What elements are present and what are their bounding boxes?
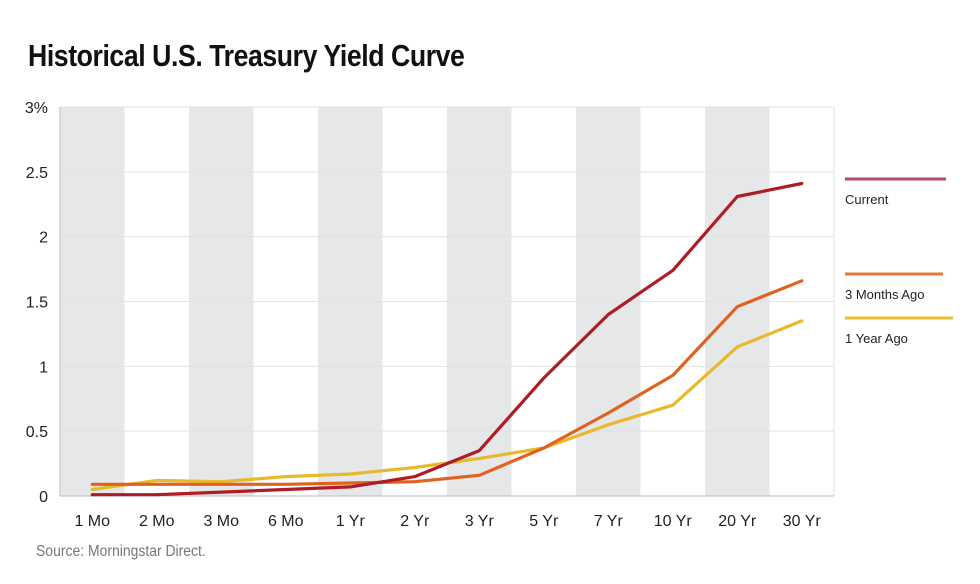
x-tick-label-2: 3 Mo: [203, 513, 239, 530]
gridlines: [60, 106, 834, 432]
axes: [59, 107, 835, 497]
y-tick-label-0: 0: [39, 489, 48, 506]
x-tick-label-0: 1 Mo: [74, 513, 110, 530]
x-tick-label-7: 5 Yr: [529, 513, 559, 530]
x-tick-label-3: 6 Mo: [268, 513, 304, 530]
x-tick-label-9: 10 Yr: [654, 513, 693, 530]
source-note: Source: Morningstar Direct.: [36, 543, 206, 560]
y-tick-label-6: 3%: [25, 100, 48, 117]
y-tick-labels: 0 0.5 1 1.5 2 2.5 3%: [25, 100, 48, 506]
legend-label-current: Current: [845, 192, 889, 207]
y-tick-label-1: 0.5: [26, 424, 48, 441]
x-tick-label-10: 20 Yr: [718, 513, 757, 530]
x-tick-label-8: 7 Yr: [594, 513, 624, 530]
y-tick-label-4: 2: [39, 230, 48, 247]
y-tick-label-3: 1.5: [26, 295, 48, 312]
x-tick-label-11: 30 Yr: [783, 513, 822, 530]
x-tick-label-5: 2 Yr: [400, 513, 430, 530]
x-tick-label-6: 3 Yr: [465, 513, 495, 530]
legend-label-3-months-ago: 3 Months Ago: [845, 287, 925, 302]
legend: Current 3 Months Ago 1 Year Ago: [845, 177, 953, 346]
x-tick-labels: 1 Mo 2 Mo 3 Mo 6 Mo 1 Yr 2 Yr 3 Yr 5 Yr 7 Yr 10 Y…: [74, 513, 821, 530]
x-tick-label-4: 1 Yr: [336, 513, 366, 530]
y-tick-label-5: 2.5: [26, 165, 48, 182]
series-line-3-months-ago: [90, 279, 804, 486]
y-tick-label-2: 1: [39, 359, 48, 376]
x-tick-label-1: 2 Mo: [139, 513, 175, 530]
series-line-current: [90, 181, 804, 497]
legend-label-1-year-ago: 1 Year Ago: [845, 331, 908, 346]
chart-title: Historical U.S. Treasury Yield Curve: [28, 38, 465, 73]
series-lines: [90, 181, 804, 497]
